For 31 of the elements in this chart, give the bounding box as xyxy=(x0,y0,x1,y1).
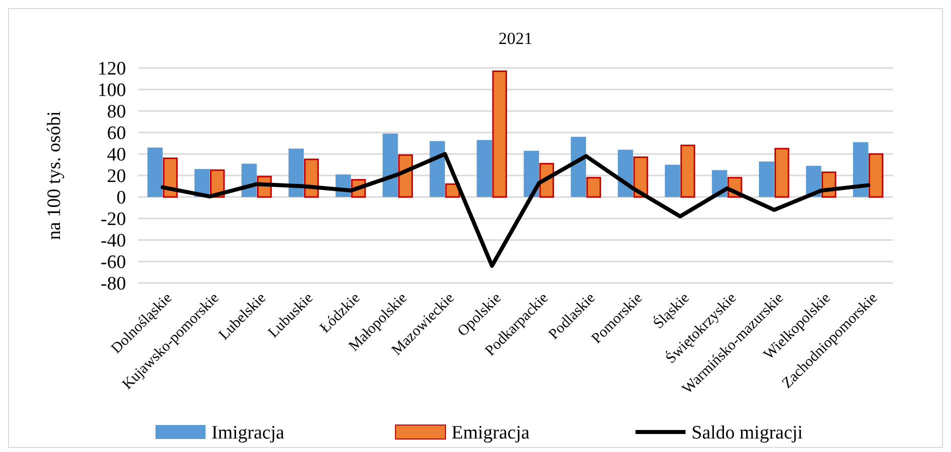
bar xyxy=(774,148,790,198)
bar xyxy=(570,136,586,197)
y-tick-label: -80 xyxy=(100,274,126,295)
y-tick-label: -40 xyxy=(100,230,126,252)
bar xyxy=(430,141,445,197)
y-tick-label: -60 xyxy=(100,252,126,274)
y-tick-label: 60 xyxy=(107,123,126,144)
bar xyxy=(868,153,884,198)
bar xyxy=(758,162,774,197)
chart-title: 2021 xyxy=(498,29,532,48)
bar xyxy=(147,148,163,197)
legend-label: Saldo migracji xyxy=(692,422,803,444)
legend-label: Emigracja xyxy=(452,422,530,444)
bar xyxy=(680,144,696,198)
y-tick-label: 40 xyxy=(107,144,126,166)
y-tick-label: 0 xyxy=(116,188,126,209)
bar xyxy=(664,164,680,197)
bar xyxy=(382,134,398,197)
y-tick-label: -20 xyxy=(100,209,126,230)
line-series xyxy=(160,152,870,268)
bar xyxy=(853,142,868,197)
bar xyxy=(288,148,304,197)
bar xyxy=(524,150,540,197)
y-tick-label: 20 xyxy=(107,166,126,188)
y-tick-label: 120 xyxy=(98,58,126,80)
bar xyxy=(586,176,602,198)
y-tick-label: 80 xyxy=(107,102,126,123)
bar xyxy=(476,140,492,197)
legend-label: Imigracja xyxy=(212,422,285,444)
y-tick-label: 100 xyxy=(98,80,126,102)
y-axis-title: na 100 tys. osóbi xyxy=(44,111,65,240)
